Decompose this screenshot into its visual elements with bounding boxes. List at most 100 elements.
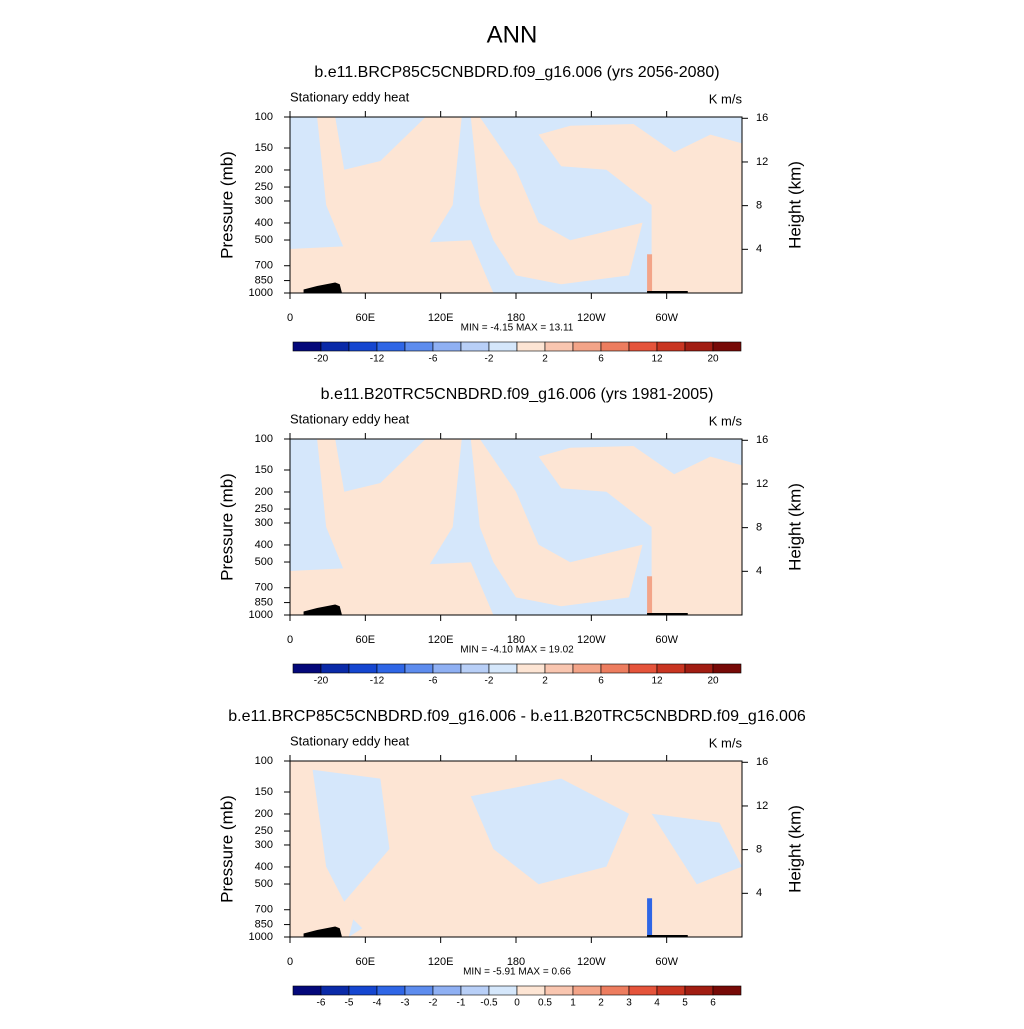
colorbar-box	[292, 985, 322, 996]
colorbar-box	[376, 341, 406, 352]
y-tick-label: 1000	[249, 287, 273, 299]
colorbar-box	[404, 341, 434, 352]
min-max: MIN = -5.91 MAX = 0.66	[463, 967, 571, 978]
panel-title: b.e11.BRCP85C5CNBDRD.f09_g16.006 (yrs 20…	[314, 64, 719, 81]
colorbar-label: 20	[707, 676, 719, 687]
x-tick-label: 180	[507, 956, 525, 968]
y-tick-label: 300	[255, 195, 273, 207]
y-axis-label: Pressure (mb)	[217, 473, 236, 581]
colorbar-box	[348, 985, 378, 996]
colorbar-box	[348, 663, 378, 674]
x-tick-label: 0	[287, 312, 293, 324]
colorbar-box	[600, 341, 630, 352]
y2-tick-label: 12	[756, 156, 768, 168]
colorbar-box	[572, 341, 602, 352]
x-tick-label: 60E	[356, 312, 376, 324]
colorbar-box	[432, 985, 462, 996]
colorbar-box	[432, 663, 462, 674]
colorbar-label: -5	[345, 998, 354, 1009]
colorbar-label: 4	[654, 998, 660, 1009]
panel-title: b.e11.B20TRC5CNBDRD.f09_g16.006 (yrs 198…	[321, 386, 714, 403]
colorbar-box	[320, 341, 350, 352]
colorbar-label: 20	[707, 354, 719, 365]
colorbar-box	[292, 663, 322, 674]
contour-region	[290, 240, 494, 293]
y2-axis-label: Height (km)	[785, 483, 804, 571]
colorbar-label: 1	[570, 998, 576, 1009]
colorbar-box	[516, 663, 546, 674]
colorbar-label: 6	[598, 676, 604, 687]
colorbar-box	[600, 663, 630, 674]
colorbar-box	[544, 663, 574, 674]
colorbar-box	[628, 663, 658, 674]
y-tick-label: 300	[255, 839, 273, 851]
y2-tick-label: 8	[756, 844, 762, 856]
colorbar-label: 6	[598, 354, 604, 365]
colorbar-box	[656, 985, 686, 996]
contour-region	[312, 769, 390, 902]
topography	[303, 926, 342, 937]
colorbar-box	[544, 341, 574, 352]
colorbar-box	[712, 341, 742, 352]
topography	[647, 291, 688, 293]
y-tick-label: 100	[255, 755, 273, 767]
y2-axis-label: Height (km)	[785, 161, 804, 249]
panel: b.e11.BRCP85C5CNBDRD.f09_g16.006 (yrs 20…	[217, 64, 804, 364]
colorbar-box	[432, 341, 462, 352]
y-tick-label: 150	[255, 786, 273, 798]
colorbar-box	[460, 341, 490, 352]
y2-tick-label: 4	[756, 243, 762, 255]
colorbar-box	[628, 985, 658, 996]
topography	[303, 282, 342, 293]
panel-title: b.e11.BRCP85C5CNBDRD.f09_g16.006 - b.e11…	[228, 708, 806, 725]
x-tick-label: 120W	[577, 956, 606, 968]
contour-region	[290, 562, 494, 615]
x-tick-label: 180	[507, 634, 525, 646]
panel-units: K m/s	[709, 735, 743, 750]
y-tick-label: 250	[255, 825, 273, 837]
y-tick-label: 250	[255, 181, 273, 193]
colorbar-box	[404, 985, 434, 996]
colorbar-box	[320, 663, 350, 674]
colorbar-label: 0.5	[538, 998, 552, 1009]
y-tick-label: 200	[255, 486, 273, 498]
y-tick-label: 200	[255, 164, 273, 176]
colorbar-label: -6	[317, 998, 326, 1009]
y-tick-label: 150	[255, 464, 273, 476]
colorbar-box	[376, 663, 406, 674]
panel-left-label: Stationary eddy heat	[290, 411, 410, 426]
y2-tick-label: 8	[756, 522, 762, 534]
colorbar-label: 2	[598, 998, 604, 1009]
contour-spike	[647, 576, 653, 615]
colorbar-box	[628, 341, 658, 352]
topography	[647, 613, 688, 615]
colorbar-label: -6	[429, 676, 438, 687]
contour-region	[470, 778, 629, 885]
y-tick-label: 500	[255, 878, 273, 890]
colorbar-label: 6	[710, 998, 716, 1009]
y-axis-label: Pressure (mb)	[217, 795, 236, 903]
colorbar-box	[404, 663, 434, 674]
contour-region	[651, 813, 742, 885]
panel-units: K m/s	[709, 413, 743, 428]
colorbar-box	[516, 985, 546, 996]
y-tick-label: 1000	[249, 931, 273, 943]
colorbar-label: -20	[314, 354, 329, 365]
x-tick-label: 60E	[356, 956, 376, 968]
contour-region	[317, 117, 462, 258]
y-tick-label: 400	[255, 861, 273, 873]
y2-tick-label: 12	[756, 478, 768, 490]
colorbar-label: 12	[651, 354, 663, 365]
x-tick-label: 60W	[655, 634, 678, 646]
topography	[303, 604, 342, 615]
colorbar-box	[516, 341, 546, 352]
y2-tick-label: 16	[756, 434, 768, 446]
min-max: MIN = -4.15 MAX = 13.11	[461, 323, 574, 334]
colorbar-box	[684, 341, 714, 352]
min-max: MIN = -4.10 MAX = 19.02	[460, 645, 574, 656]
contour-region	[470, 117, 643, 285]
y-tick-label: 700	[255, 582, 273, 594]
contour-spike	[647, 254, 653, 293]
colorbar-label: -6	[429, 354, 438, 365]
